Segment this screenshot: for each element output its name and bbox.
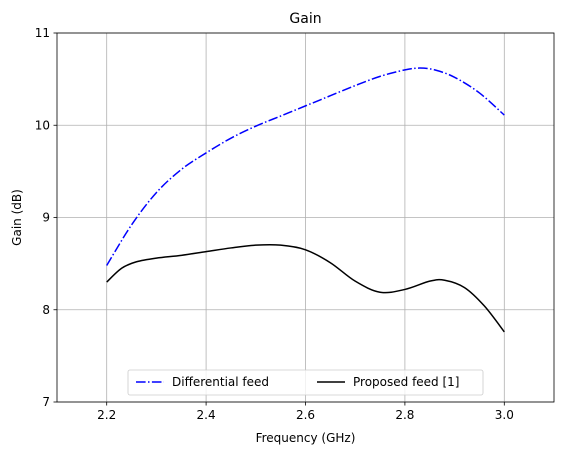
y-tick-label: 9 bbox=[42, 211, 50, 225]
y-tick-label: 8 bbox=[42, 303, 50, 317]
series-line-differential-feed bbox=[106, 67, 505, 266]
x-tick-label: 2.8 bbox=[395, 408, 414, 422]
x-tick-label: 2.2 bbox=[97, 408, 116, 422]
legend-label-differential-feed: Differential feed bbox=[172, 375, 269, 389]
x-tick-label: 2.6 bbox=[296, 408, 315, 422]
x-tick-label: 3.0 bbox=[495, 408, 514, 422]
legend-label-proposed-feed: Proposed feed [1] bbox=[353, 375, 459, 389]
legend: Differential feed Proposed feed [1] bbox=[127, 369, 484, 396]
x-tick-label: 2.4 bbox=[197, 408, 216, 422]
y-axis-ticks: 7 8 9 10 11 bbox=[35, 26, 57, 409]
x-axis-label: Frequency (GHz) bbox=[256, 431, 356, 445]
series-layer bbox=[106, 67, 505, 333]
y-tick-label: 10 bbox=[35, 118, 50, 132]
legend-box bbox=[127, 369, 484, 396]
x-axis-ticks: 2.2 2.4 2.6 2.8 3.0 bbox=[97, 402, 514, 422]
chart-title: Gain bbox=[289, 11, 321, 27]
y-tick-label: 7 bbox=[42, 395, 50, 409]
y-axis-label: Gain (dB) bbox=[10, 189, 24, 246]
y-tick-label: 11 bbox=[35, 26, 50, 40]
series-line-proposed-feed bbox=[106, 243, 505, 333]
